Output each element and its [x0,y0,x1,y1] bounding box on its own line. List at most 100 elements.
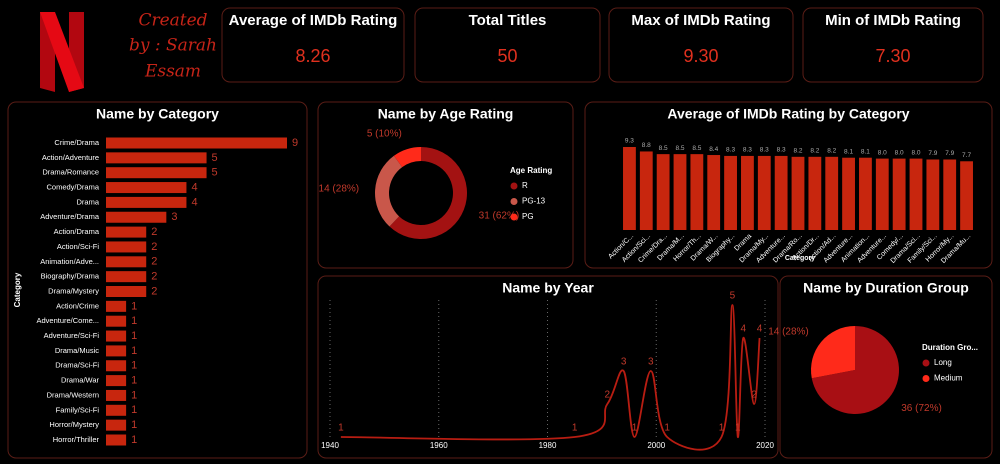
category-label: Adventure/Come... [36,316,99,325]
category-label: Action/Drama [54,227,100,236]
legend-label: Long [934,358,952,367]
bar [106,434,127,446]
creator-line: Created [138,11,207,31]
legend-label: Medium [934,374,963,383]
category-label: Horror/Thriller [53,435,100,444]
bar [960,161,973,230]
panel [317,275,779,459]
value-label: 4 [757,324,763,335]
x-tick-label: 2000 [647,441,665,450]
value-label: 2 [151,271,157,283]
creator-line: Essam [144,62,201,82]
value-label: 2 [151,241,157,253]
bar [707,155,721,230]
netflix-logo [40,12,84,92]
category-label: Adventure/Drama [40,212,100,221]
value-label: 1 [719,423,725,434]
legend-label: PG [522,212,534,221]
kpi-value: 7.30 [875,46,910,66]
bar [106,271,147,283]
bar [106,196,187,208]
value-label: 4 [191,181,197,193]
value-label: 8.3 [777,147,786,154]
category-label: Animation/Adve... [40,257,99,266]
value-label: 8.3 [760,147,769,154]
bar [690,154,704,230]
value-label: 1 [131,315,137,327]
panel [584,101,993,269]
value-label: 1 [131,345,137,357]
value-label: 8.0 [911,149,920,156]
x-axis-label: Category [785,255,815,262]
legend-swatch [510,198,518,205]
value-label: 2 [751,390,757,401]
legend-title: Duration Gro... [922,343,978,352]
line [340,304,761,451]
category-label: Drama/War [61,376,100,385]
bar [106,360,127,372]
value-label: 8.2 [827,148,836,155]
kpi-value: 9.30 [683,46,718,66]
category-label: Comedy/Drama [46,183,99,192]
value-label: 4 [191,196,197,208]
panel [317,101,574,269]
value-label: 3 [621,357,627,368]
bar [106,241,147,253]
donut-slice [393,147,421,168]
value-label: 8.0 [878,149,887,156]
pie-slice [811,326,855,379]
value-label: 8.5 [675,145,684,152]
value-label: 8.3 [726,147,735,154]
bar [774,155,788,230]
chart-title: Name by Year [502,280,594,296]
value-label: 2 [151,256,157,268]
x-tick-label: 1940 [321,441,339,450]
bar [656,154,670,230]
value-label: 1 [131,375,137,387]
x-tick-label: 1980 [539,441,557,450]
legend-title: Age Rating [510,166,552,175]
bar [106,345,127,357]
bar [943,159,957,230]
chart-title: Name by Duration Group [803,280,969,296]
logo-diagonal [40,12,84,92]
bar [106,375,127,387]
value-label: 7.9 [945,150,954,157]
category-label: Drama/Western [47,390,99,399]
bar [106,404,127,416]
bar [757,155,771,230]
bar [106,226,147,238]
value-label: 1 [131,404,137,416]
value-label: 8.3 [743,147,752,154]
value-label: 9.3 [625,138,634,145]
bar [106,300,127,312]
value-label: 9 [292,137,298,149]
kpi-label: Max of IMDb Rating [631,12,770,29]
chart-title: Name by Age Rating [378,106,514,122]
panel [7,101,308,459]
legend-swatch [922,375,930,382]
category-label: Drama/Romance [42,168,99,177]
bar [791,156,805,230]
bar [859,157,872,230]
legend-label: PG-13 [522,197,546,206]
bar [106,419,127,431]
category-label: Biography/Drama [41,272,100,281]
bar [106,152,207,164]
kpi-card [221,7,405,83]
value-label: 4 [740,324,746,335]
value-label: 7.9 [928,150,937,157]
bar [926,159,940,230]
value-label: 1 [131,389,137,401]
value-label: 3 [171,211,177,223]
value-label: 1 [572,423,578,434]
value-label: 8.1 [861,148,870,155]
kpi-card [414,7,601,83]
value-label: 1 [131,419,137,431]
value-label: 8.4 [709,146,718,153]
value-label: 8.8 [642,142,651,149]
slice-label: 36 (72%) [901,403,942,414]
value-label: 8.0 [895,149,904,156]
value-label: 7.7 [962,152,971,159]
